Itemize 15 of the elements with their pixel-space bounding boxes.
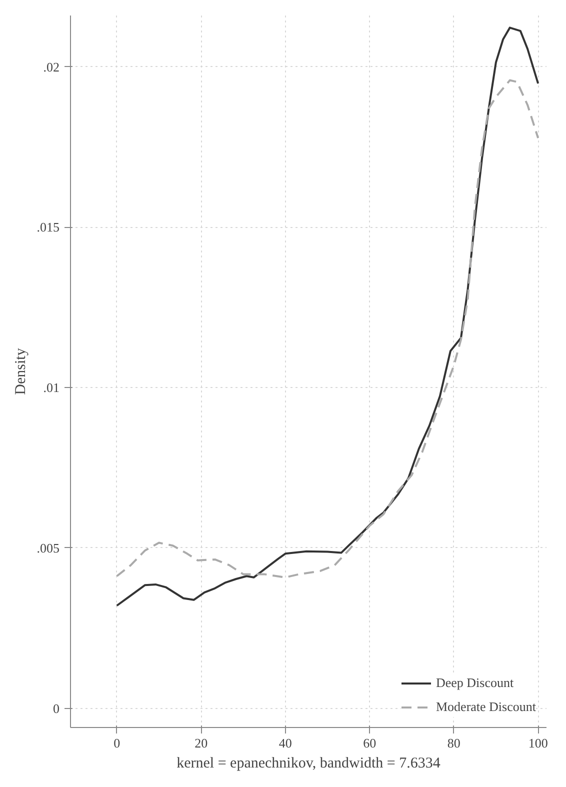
- y-tick-label: .01: [43, 380, 60, 396]
- x-tick-label: 20: [194, 736, 208, 750]
- legend-label: Deep Discount: [436, 675, 514, 691]
- y-tick-label: .02: [43, 59, 60, 74]
- legend-label: Moderate Discount: [436, 699, 536, 715]
- x-tick-label: 60: [363, 736, 376, 750]
- x-axis-title: kernel = epanechnikov, bandwidth = 7.6334: [176, 756, 441, 772]
- y-tick-label: 0: [53, 700, 60, 716]
- x-tick-label: 100: [528, 736, 548, 750]
- x-tick-label: 40: [278, 736, 292, 750]
- x-tick-label: 0: [114, 736, 120, 750]
- y-tick-label: .015: [36, 220, 60, 235]
- y-axis-title: Density: [12, 348, 29, 395]
- y-tick-label: .005: [36, 540, 60, 556]
- x-tick-label: 80: [447, 736, 460, 750]
